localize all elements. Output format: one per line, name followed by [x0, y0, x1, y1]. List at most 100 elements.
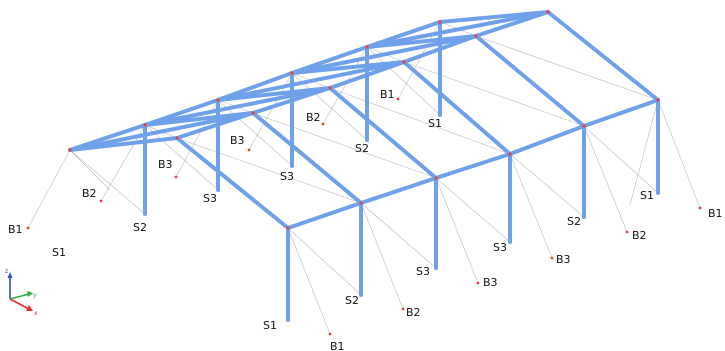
bracing-line [252, 112, 437, 179]
frame-member [365, 10, 550, 49]
frame-member [402, 60, 512, 156]
label-b2: B2 [82, 187, 97, 200]
support-point [328, 332, 332, 336]
bracing-line [435, 177, 511, 243]
support-point [625, 230, 629, 234]
support-point [401, 307, 405, 311]
label-s2: S2 [345, 294, 359, 307]
label-s3: S3 [280, 170, 294, 183]
bracing-line [583, 125, 628, 233]
bracing-line [27, 149, 71, 229]
bracing-line [509, 153, 585, 218]
frame-member [251, 111, 363, 205]
bracing-line [360, 202, 404, 310]
bracing-line [217, 99, 293, 167]
frame-node [290, 71, 294, 75]
support-labels: B1 B2 S1 S2 B3 S3 B3 S3 B2 S2 B1 S1 S1 B… [8, 88, 723, 351]
frame-node [434, 176, 438, 180]
frame-member [68, 111, 255, 152]
frame-member [175, 136, 290, 230]
frame-node [474, 34, 478, 38]
bracing-line [287, 227, 362, 296]
z-axis-arrow-icon [7, 272, 13, 278]
frame-member [286, 201, 363, 230]
label-s1: S1 [640, 189, 654, 202]
label-s2: S2 [133, 221, 147, 234]
frame-node [656, 98, 660, 102]
label-b3: B3 [158, 158, 173, 171]
bracing-line [287, 227, 331, 335]
label-b2: B2 [306, 111, 321, 124]
bracing-line [403, 61, 585, 127]
frame-member [216, 60, 406, 102]
support-point [174, 175, 178, 179]
bracing-line [435, 177, 479, 284]
label-s1: S1 [428, 117, 442, 130]
bracing-line [69, 149, 111, 191]
frame-member [508, 124, 586, 156]
support-point [26, 226, 30, 230]
support-point [476, 281, 480, 285]
label-s2: S2 [355, 142, 369, 155]
bracing-line [475, 35, 659, 101]
bracing-line [329, 87, 511, 155]
frame-nodes [68, 10, 660, 230]
x-axis [9, 298, 30, 310]
x-axis-arrow-icon [26, 305, 33, 311]
frame-members [68, 10, 660, 322]
axes-indicator: z y x [5, 268, 38, 317]
support-point [396, 97, 400, 101]
bracing-line [509, 153, 553, 259]
support-point [247, 148, 251, 152]
frame-node [359, 201, 363, 205]
frame-member [143, 86, 332, 127]
label-s1: S1 [52, 246, 66, 259]
frame-node [143, 123, 147, 127]
frame-node [175, 136, 179, 140]
frame-member [328, 86, 438, 180]
label-b1: B1 [380, 88, 395, 101]
frame-member [474, 34, 586, 128]
frame-node [402, 60, 406, 64]
frame-node [365, 45, 369, 49]
bracing-line [69, 149, 146, 215]
label-s3: S3 [416, 265, 430, 278]
frame-node [546, 10, 550, 14]
bracing-line [144, 124, 219, 191]
label-b3: B3 [556, 253, 571, 266]
label-s3: S3 [493, 241, 507, 254]
frame-node [286, 226, 290, 230]
y-axis-label: y [33, 292, 37, 299]
frame-member [359, 176, 438, 205]
frame-node [328, 86, 332, 90]
label-b1: B1 [330, 340, 345, 351]
label-b1: B1 [8, 223, 23, 236]
bracing-line [366, 46, 441, 116]
bracing-line [629, 99, 659, 206]
z-axis-label: z [5, 268, 8, 275]
frame-node [251, 111, 255, 115]
label-s3: S3 [203, 192, 217, 205]
label-s2: S2 [567, 215, 581, 228]
frame-node [508, 152, 512, 156]
frame-member [546, 10, 660, 102]
label-b2: B2 [406, 306, 421, 319]
bracing-line [583, 125, 659, 194]
x-axis-label: x [34, 310, 38, 317]
frame-node [68, 148, 72, 152]
label-b1: B1 [708, 207, 723, 220]
support-point [99, 199, 103, 203]
frame-node [438, 20, 442, 24]
bracing-line [176, 137, 362, 204]
label-b3: B3 [483, 276, 498, 289]
y-axis-arrow-icon [27, 291, 33, 297]
bracing-line [360, 202, 437, 269]
frame-member [434, 152, 512, 180]
label-b2: B2 [632, 229, 647, 242]
label-s1: S1 [263, 319, 277, 332]
support-points [26, 97, 702, 336]
label-b3: B3 [230, 134, 245, 147]
frame-member [290, 34, 478, 75]
frame-member [582, 98, 660, 128]
